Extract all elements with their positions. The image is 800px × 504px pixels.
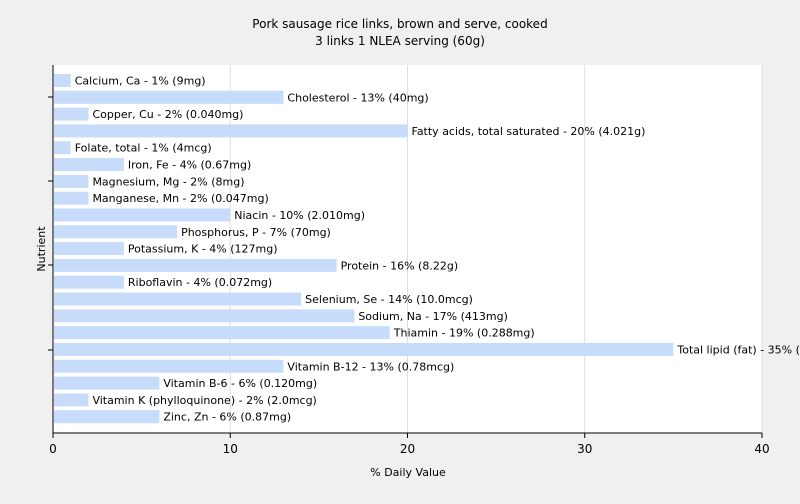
bar-label: Thiamin - 19% (0.288mg) (393, 327, 535, 340)
axes: 0 10 20 30 40 (48, 65, 770, 456)
bar-label: Potassium, K - 4% (127mg) (128, 243, 278, 256)
bar-label: Vitamin B-12 - 13% (0.78mcg) (287, 360, 454, 373)
bar (54, 258, 337, 272)
bar (54, 242, 124, 256)
bar (54, 174, 89, 188)
bar-label: Niacin - 10% (2.010mg) (234, 209, 365, 222)
bar (54, 275, 124, 289)
x-tick-label: 40 (754, 442, 769, 456)
bar-label: Iron, Fe - 4% (0.67mg) (128, 159, 251, 172)
bar-label: Fatty acids, total saturated - 20% (4.02… (412, 125, 646, 138)
bar (54, 225, 178, 239)
bar (54, 90, 284, 104)
bar-label: Folate, total - 1% (4mcg) (75, 142, 212, 155)
x-tick-label: 20 (400, 442, 415, 456)
x-tick-label: 30 (577, 442, 592, 456)
x-tick-label: 0 (49, 442, 57, 456)
bar-label: Cholesterol - 13% (40mg) (287, 91, 428, 104)
bar-label: Manganese, Mn - 2% (0.047mg) (92, 192, 268, 205)
bar (54, 141, 71, 155)
bar (54, 376, 160, 390)
bar (54, 342, 674, 356)
bar-label: Phosphorus, P - 7% (70mg) (181, 226, 331, 239)
bar (54, 124, 408, 138)
bar-label: Vitamin B-6 - 6% (0.120mg) (163, 377, 317, 390)
chart-subtitle: 3 links 1 NLEA serving (60g) (315, 34, 485, 48)
bar-label: Zinc, Zn - 6% (0.87mg) (163, 411, 291, 424)
bar (54, 158, 124, 172)
bar (54, 191, 89, 205)
x-axis-label: % Daily Value (370, 466, 446, 479)
bar (54, 309, 355, 323)
bar-label: Sodium, Na - 17% (413mg) (358, 310, 508, 323)
bar (54, 410, 160, 424)
bar-label: Total lipid (fat) - 35% (22.58g) (676, 343, 800, 356)
chart-title: Pork sausage rice links, brown and serve… (252, 17, 547, 31)
bar (54, 393, 89, 407)
bar-label: Magnesium, Mg - 2% (8mg) (92, 175, 244, 188)
bars: Calcium, Ca - 1% (9mg) Cholesterol - 13% … (54, 74, 800, 424)
bar (54, 208, 231, 222)
bar (54, 326, 390, 340)
bar-label: Copper, Cu - 2% (0.040mg) (92, 108, 243, 121)
bar (54, 292, 302, 306)
bar-label: Riboflavin - 4% (0.072mg) (128, 276, 272, 289)
bar-label: Calcium, Ca - 1% (9mg) (75, 75, 206, 88)
bar (54, 107, 89, 121)
bar-label: Protein - 16% (8.22g) (341, 259, 459, 272)
x-tick-label: 10 (223, 442, 238, 456)
bar (54, 74, 71, 87)
bar (54, 359, 284, 373)
y-axis-label: Nutrient (35, 226, 48, 272)
bar-label: Selenium, Se - 14% (10.0mcg) (305, 293, 473, 306)
bar-label: Vitamin K (phylloquinone) - 2% (2.0mcg) (92, 394, 316, 407)
